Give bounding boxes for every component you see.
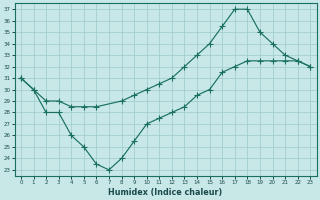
X-axis label: Humidex (Indice chaleur): Humidex (Indice chaleur) [108, 188, 223, 197]
